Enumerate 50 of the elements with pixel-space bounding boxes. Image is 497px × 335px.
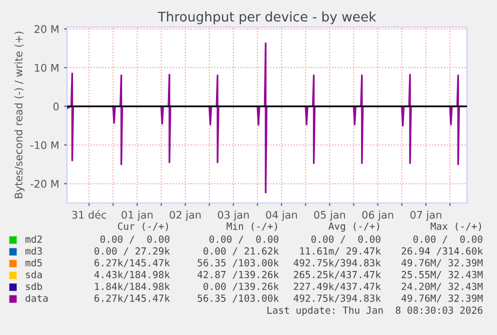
legend-label: data — [26, 294, 48, 302]
legend-label: sda — [26, 270, 42, 278]
y-tick-label: 10 M — [34, 64, 58, 72]
text: Cur (-/+) — [118, 222, 168, 231]
text: 227.49k/437.47k — [294, 282, 381, 291]
text: 24.20M/ 32.43M — [402, 282, 483, 291]
text: 56.35 /103.00k — [198, 258, 279, 268]
text: 11.61m/ 29.47k — [300, 247, 381, 256]
text: 0.00 / 21.62k — [204, 247, 279, 256]
text: 0.00 /139.26k — [204, 282, 279, 291]
legend-label: md2 — [26, 235, 42, 243]
x-tick-label: 05 jan — [314, 210, 345, 221]
text: 0.00 / 0.00 — [209, 235, 278, 244]
text: Last update: Thu Jan 8 08:30:03 2026 — [267, 306, 482, 316]
text: 4.43k/184.98k — [94, 270, 170, 280]
chart-title: Throughput per device - by week — [158, 11, 376, 24]
text: 42.87 /139.26k — [198, 270, 279, 280]
x-tick-label: 07 jan — [410, 210, 442, 221]
legend-label: md5 — [26, 258, 42, 266]
text: 492.75k/394.83k — [294, 294, 381, 303]
text: 0.00 / 27.29k — [94, 247, 170, 256]
y-tick-label: -20 M — [30, 180, 58, 188]
text: 265.25k/437.47k — [294, 270, 381, 280]
text: 49.76M/ 32.39M — [402, 294, 483, 303]
y-tick-label: 20 M — [34, 25, 58, 34]
text: 1.84k/184.98k — [95, 282, 170, 291]
text: 492.75k/394.83k — [294, 258, 381, 268]
text: Max (-/+) — [430, 222, 481, 231]
y-axis-title: Bytes/second read (-) / write (+) — [14, 32, 24, 198]
text: 49.76M/ 32.39M — [402, 259, 483, 268]
y-tick-label: 0 — [53, 102, 59, 110]
x-tick-label: 06 jan — [362, 210, 394, 221]
text: 6.27k/145.47k — [94, 258, 170, 268]
x-tick-label: 31 déc — [72, 210, 106, 219]
x-tick-label: 01 jan — [122, 210, 153, 221]
x-tick-label: 04 jan — [266, 210, 297, 221]
legend-label: sdb — [26, 282, 42, 290]
text: 25.55M/ 32.43M — [402, 270, 483, 280]
legend-label: md3 — [26, 247, 42, 255]
y-tick-label: -10 M — [30, 141, 58, 150]
x-tick-label: 03 jan — [218, 210, 249, 221]
text: 0.00 / 0.00 — [100, 235, 170, 244]
text: 0.00 / 0.00 — [413, 235, 482, 244]
text: Avg (-/+) — [328, 222, 379, 232]
text: Min (-/+) — [226, 222, 277, 231]
x-tick-label: 02 jan — [170, 210, 201, 221]
text: 56.35 /103.00k — [198, 294, 279, 303]
text: 26.94 /314.60k — [402, 247, 483, 256]
text: 6.27k/145.47k — [94, 294, 170, 303]
text: 0.00 / 0.00 — [311, 235, 380, 244]
